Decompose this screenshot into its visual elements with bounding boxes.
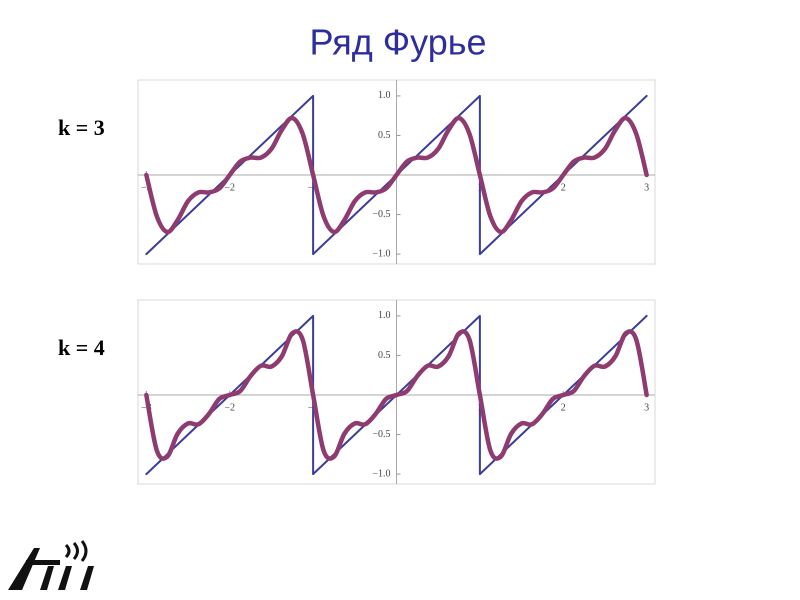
x-tick-label: −2 bbox=[224, 182, 235, 193]
x-tick-label: 3 bbox=[644, 402, 649, 413]
slide-title: Ряд Фурье bbox=[309, 22, 486, 63]
logo bbox=[8, 540, 94, 590]
x-tick-label: 2 bbox=[561, 182, 566, 193]
y-tick-label: 0.5 bbox=[378, 130, 391, 141]
y-tick-label: −0.5 bbox=[372, 209, 390, 220]
chart-title: k = 4 bbox=[58, 335, 105, 360]
y-tick-label: 1.0 bbox=[378, 90, 391, 101]
chart-title: k = 3 bbox=[58, 115, 105, 140]
fourier-curve bbox=[144, 115, 649, 235]
y-tick-label: −1.0 bbox=[372, 248, 390, 259]
x-tick-label: 2 bbox=[561, 402, 566, 413]
x-tick-label: −2 bbox=[224, 402, 235, 413]
x-tick-label: −3 bbox=[141, 182, 152, 193]
y-tick-label: 1.0 bbox=[378, 310, 391, 321]
y-tick-label: −1.0 bbox=[372, 468, 390, 479]
x-tick-label: 3 bbox=[644, 182, 649, 193]
y-tick-label: −0.5 bbox=[372, 429, 390, 440]
y-tick-label: 0.5 bbox=[378, 350, 391, 361]
fourier-curve bbox=[144, 329, 649, 461]
